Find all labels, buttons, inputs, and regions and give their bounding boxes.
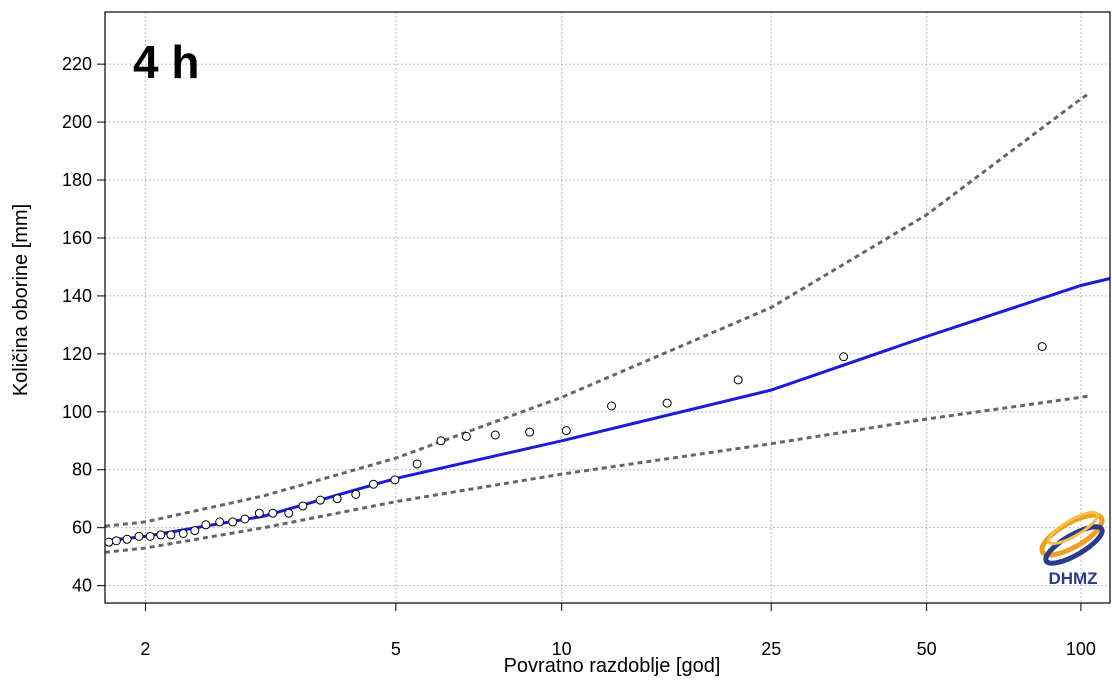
x-tick-label: 100 xyxy=(1066,639,1096,659)
data-point xyxy=(1037,342,1047,352)
logo-swirl xyxy=(1046,510,1100,546)
data-point xyxy=(412,459,422,469)
plot-border xyxy=(104,11,1111,604)
data-point xyxy=(733,375,743,385)
y-axis-label: Količina oborine [mm] xyxy=(10,204,32,396)
data-point xyxy=(122,534,132,544)
logo: DHMZ xyxy=(1039,510,1105,588)
data-point xyxy=(461,431,471,441)
data-point xyxy=(166,530,176,540)
logo-swirl xyxy=(1043,524,1105,566)
x-tick-label: 5 xyxy=(391,639,401,659)
data-point xyxy=(315,495,325,505)
y-tick-label: 140 xyxy=(62,286,92,306)
data-point xyxy=(368,479,378,489)
data-point xyxy=(436,436,446,446)
confidence-line xyxy=(104,91,1091,528)
data-point xyxy=(240,514,250,524)
data-point xyxy=(268,508,278,518)
logo-text: DHMZ xyxy=(1048,569,1097,588)
y-tick-label: 180 xyxy=(62,170,92,190)
y-tick-label: 120 xyxy=(62,344,92,364)
data-point xyxy=(178,528,188,538)
grid xyxy=(105,12,1110,603)
y-tick-label: 80 xyxy=(72,460,92,480)
plot-area xyxy=(105,12,1110,603)
y-tick-label: 40 xyxy=(72,576,92,596)
data-point xyxy=(254,508,264,518)
data-point xyxy=(662,398,672,408)
marks xyxy=(104,91,1111,554)
x-axis-label: Povratno razdoblje [god] xyxy=(504,655,721,677)
data-point xyxy=(607,401,617,411)
data-point xyxy=(190,526,200,536)
data-point xyxy=(351,489,361,499)
data-point xyxy=(228,517,238,527)
x-tick-label: 10 xyxy=(552,639,572,659)
data-point xyxy=(839,352,849,362)
data-point xyxy=(134,531,144,541)
y-tick-label: 60 xyxy=(72,518,92,538)
data-point xyxy=(298,501,308,511)
data-point xyxy=(104,537,114,547)
data-point xyxy=(284,508,294,518)
y-tick-label: 160 xyxy=(62,228,92,248)
confidence-line xyxy=(104,394,1090,554)
data-point xyxy=(490,430,500,440)
data-point xyxy=(145,531,155,541)
data-point xyxy=(561,426,571,436)
data-point xyxy=(390,475,400,485)
y-tick-label: 220 xyxy=(62,54,92,74)
data-point xyxy=(111,536,121,546)
y-tick-label: 100 xyxy=(62,402,92,422)
data-point xyxy=(332,494,342,504)
y-tick-label: 200 xyxy=(62,112,92,132)
data-point xyxy=(201,520,211,530)
data-point xyxy=(156,530,166,540)
annotation: 4 h xyxy=(133,36,199,88)
x-tick-label: 2 xyxy=(140,639,150,659)
data-point xyxy=(525,427,535,437)
x-tick-label: 50 xyxy=(917,639,937,659)
data-point xyxy=(215,517,225,527)
x-tick-label: 25 xyxy=(761,639,781,659)
